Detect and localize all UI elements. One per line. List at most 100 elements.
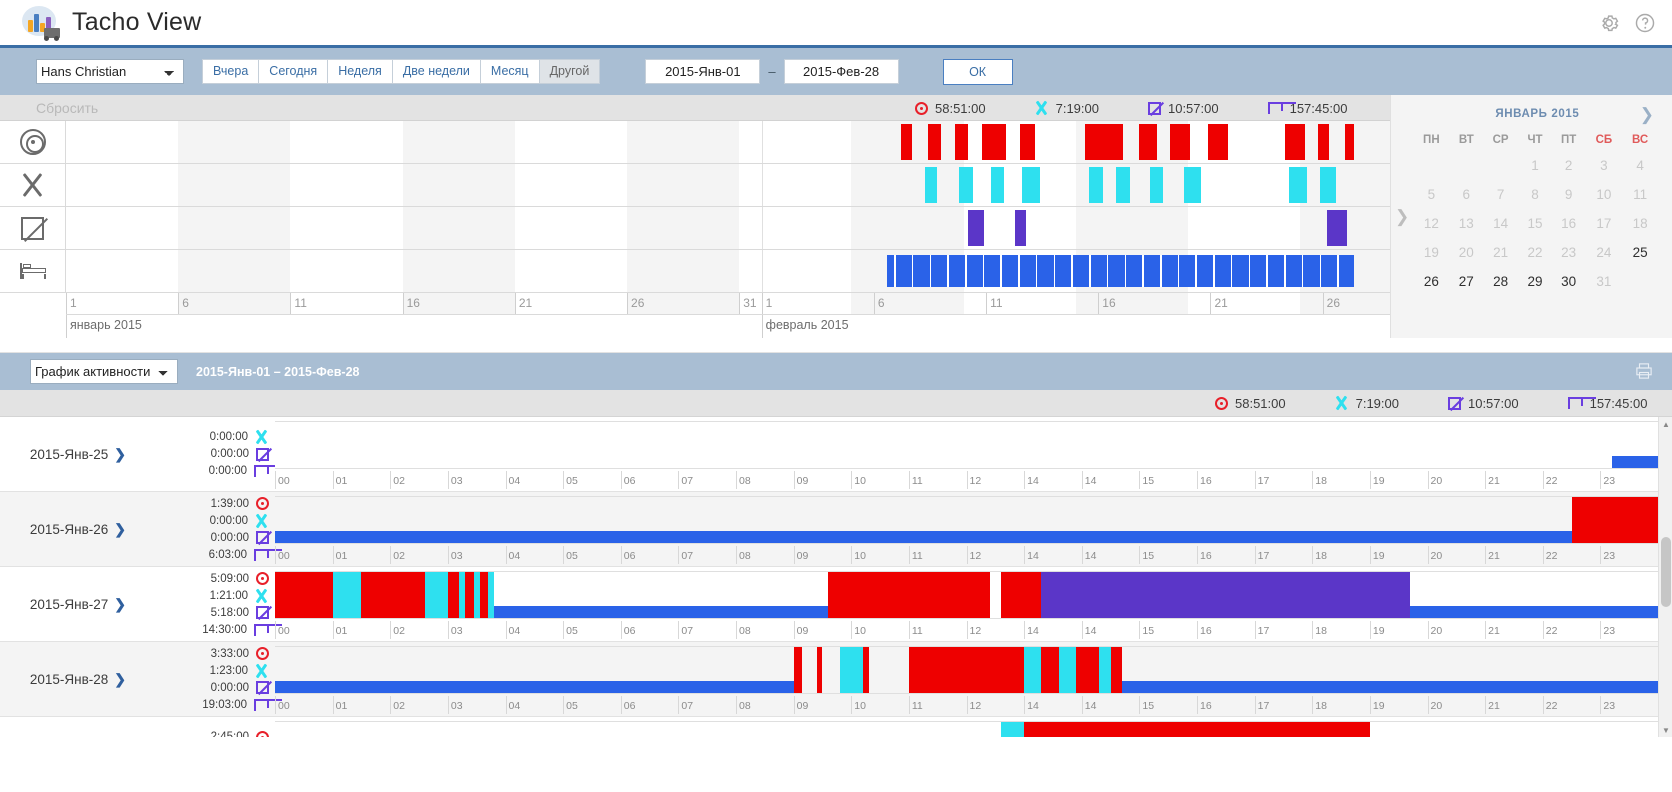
stat-work: 7:19:00 [1335,396,1399,411]
day-date-label[interactable]: 2015-Янв-27 ❯ [0,567,130,641]
calendar-day-31[interactable]: 31 [1596,274,1612,289]
calendar-day-3[interactable]: 3 [1600,158,1608,173]
calendar-day-23[interactable]: 23 [1561,245,1577,260]
calendar-day-29[interactable]: 29 [1527,274,1543,289]
date-to-input[interactable]: 2015-Фев-28 [783,59,899,84]
chevron-right-icon[interactable]: ❯ [114,670,126,687]
printer-icon[interactable] [1634,362,1654,380]
day-canvas[interactable] [275,421,1658,469]
hour-tick: 17 [1257,700,1270,712]
legend-value: 5:18:00 [210,606,249,619]
hour-tick: 22 [1545,550,1558,562]
scroll-down-icon[interactable]: ▼ [1659,723,1672,737]
question-circle-icon[interactable] [1634,12,1656,34]
overview-timeline[interactable]: 1 6 11 16 21 26 31 1 6 11 16 21 26 январь 2015 феврал… [0,121,1390,338]
chevron-right-icon[interactable]: ❯ [114,595,126,612]
overview-track-driving[interactable] [66,121,1390,163]
calendar-day-24[interactable]: 24 [1596,245,1612,260]
activity-panel: График активности 2015-Янв-01 – 2015-Фев… [0,352,1672,737]
legend-line: 0:00:00 [130,530,269,545]
chevron-left-icon[interactable]: ❯ [1395,207,1410,226]
calendar-day-13[interactable]: 13 [1458,216,1474,231]
calendar-day-4[interactable]: 4 [1636,158,1644,173]
activity-block-drive [361,572,425,618]
day-canvas[interactable] [275,721,1658,737]
calendar-day-7[interactable]: 7 [1496,187,1505,202]
calendar-day-16[interactable]: 16 [1561,216,1577,231]
chevron-right-icon[interactable]: ❯ [114,520,126,537]
calendar-day-26[interactable]: 26 [1423,274,1439,289]
activity-block-drive [275,572,333,618]
date-range: 2015-Янв-01 – 2015-Фев-28 [645,59,899,84]
calendar-day-2[interactable]: 2 [1564,158,1573,173]
calendar-day-28[interactable]: 28 [1493,274,1509,289]
hour-tick: 20 [1430,625,1443,637]
overview-track-availability[interactable] [66,207,1390,249]
graph-type-select[interactable]: График активности [30,359,178,384]
calendar-day-21[interactable]: 21 [1493,245,1509,260]
calendar-day-10[interactable]: 10 [1596,187,1612,202]
day-date-label[interactable]: 2015-Янв-28 ❯ [0,642,130,716]
calendar-day-19[interactable]: 19 [1423,245,1439,260]
day-date-label[interactable]: 2015-Янв-26 ❯ [0,492,130,566]
hour-tick: 21 [1488,475,1500,487]
activity-scrollbar[interactable]: ▲ ▼ [1658,417,1672,737]
calendar-day-27[interactable]: 27 [1458,274,1474,289]
scrollbar-thumb[interactable] [1661,537,1671,607]
range-button-2[interactable]: Неделя [327,59,392,84]
chevron-right-icon[interactable]: ❯ [114,445,126,462]
hour-tick: 01 [335,475,348,487]
chevron-right-icon[interactable]: ❯ [1639,104,1654,124]
range-button-5[interactable]: Другой [538,59,601,84]
day-canvas[interactable] [275,496,1658,544]
calendar-day-12[interactable]: 12 [1423,216,1439,231]
calendar-day-8[interactable]: 8 [1531,187,1539,202]
overview-track-rest[interactable] [66,250,1390,292]
calendar-day-6[interactable]: 6 [1462,187,1471,202]
ok-button[interactable]: ОК [942,58,1013,85]
legend-line: 6:03:00 [130,547,269,562]
calendar-day-18[interactable]: 18 [1632,216,1648,231]
reset-zoom-button[interactable]: Сбросить [36,99,99,116]
calendar-day-30[interactable]: 30 [1561,274,1577,289]
day-canvas[interactable] [275,646,1658,694]
range-button-0[interactable]: Вчера [202,59,259,84]
calendar-day-20[interactable]: 20 [1458,245,1474,260]
day-plot[interactable]: 0001020304050607080910111214141516171819… [275,717,1672,737]
calendar-day-11[interactable]: 11 [1633,187,1648,202]
range-button-1[interactable]: Сегодня [258,59,328,84]
day-date-label[interactable]: 2015-Янв-25 ❯ [0,417,130,491]
calendar-day-15[interactable]: 15 [1527,216,1543,231]
hour-tick: 20 [1430,475,1443,487]
driver-select[interactable]: Hans Christian [36,59,184,84]
calendar-day-25[interactable]: 25 [1632,245,1648,260]
overview-track-work[interactable] [66,164,1390,206]
calendar-day-14[interactable]: 14 [1493,216,1509,231]
calendar-day-22[interactable]: 22 [1527,245,1543,260]
gear-icon[interactable] [1598,12,1620,34]
hour-tick: 20 [1430,550,1443,562]
day-date-label[interactable]: 2015-Янв-29❯ [0,717,130,737]
date-from-input[interactable]: 2015-Янв-01 [645,59,761,84]
hour-tick: 12 [969,475,982,487]
legend-value: 1:39:00 [210,497,249,510]
legend-value: 0:00:00 [210,531,249,544]
rest-icon [1267,102,1283,114]
calendar-day-1[interactable]: 1 [1531,158,1539,173]
day-canvas[interactable] [275,571,1658,619]
activity-block-drive [1571,497,1658,543]
overview-segment [1183,167,1202,203]
calendar-day-9[interactable]: 9 [1564,187,1573,202]
scroll-up-icon[interactable]: ▲ [1659,417,1672,431]
range-button-4[interactable]: Месяц [479,59,539,84]
hour-tick: 09 [796,475,809,487]
calendar-day-17[interactable]: 17 [1596,216,1612,231]
axis-tick: 1 [765,296,773,310]
range-button-3[interactable]: Две недели [391,59,480,84]
calendar-day-5[interactable]: 5 [1427,187,1436,202]
